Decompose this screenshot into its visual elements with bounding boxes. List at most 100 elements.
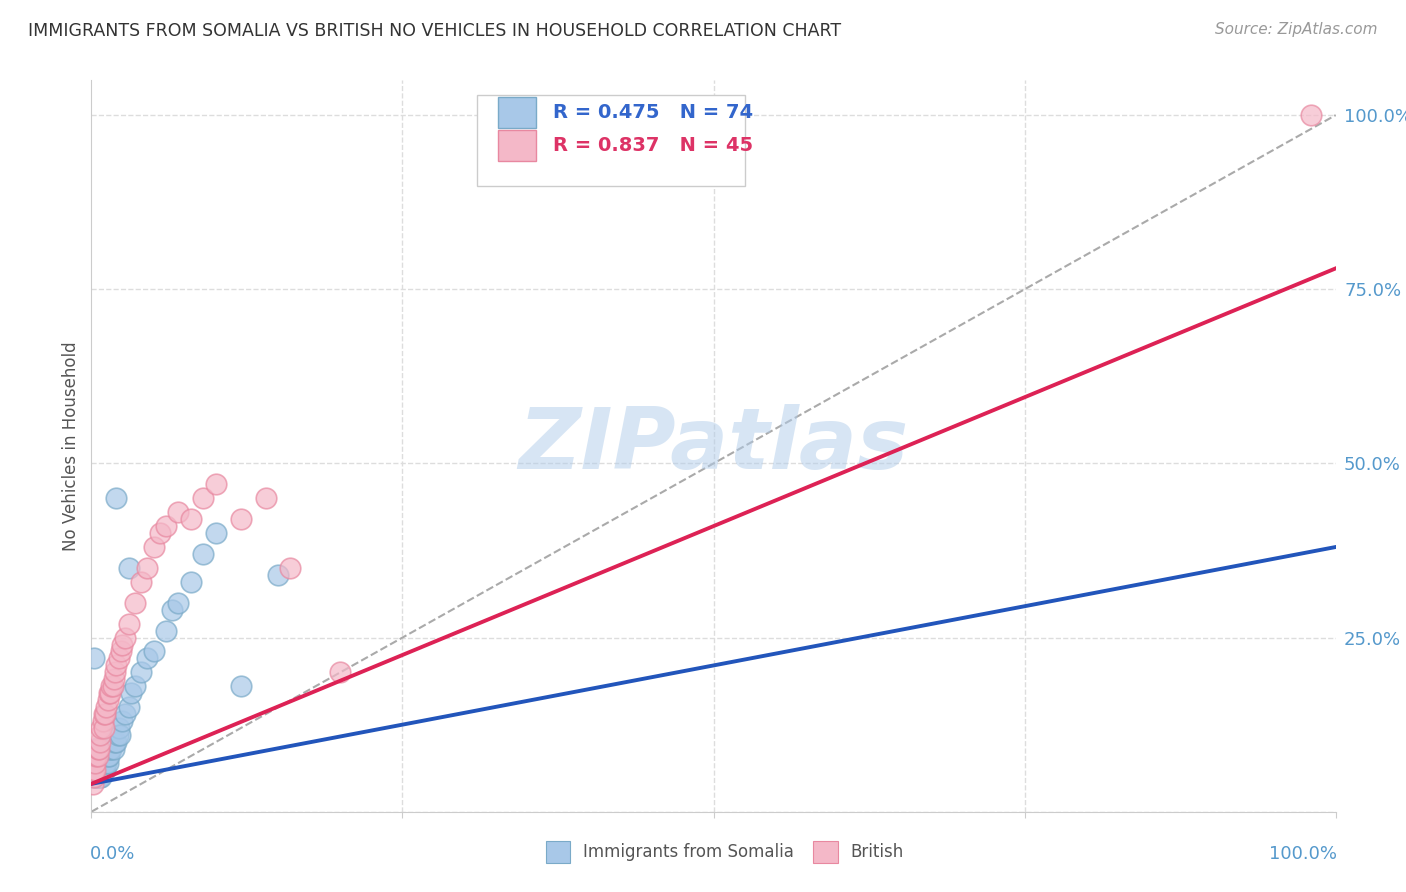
FancyBboxPatch shape	[498, 130, 536, 161]
Point	[93, 707, 115, 722]
Point	[97, 686, 120, 700]
Y-axis label: No Vehicles in Household: No Vehicles in Household	[62, 341, 80, 551]
Point	[86, 756, 108, 770]
Point	[97, 756, 120, 770]
Point	[91, 756, 114, 770]
Point	[1299, 108, 1322, 122]
Point	[96, 749, 118, 764]
Point	[84, 742, 107, 756]
Point	[105, 658, 128, 673]
Point	[101, 735, 124, 749]
Point	[83, 756, 105, 770]
Point	[83, 749, 105, 764]
FancyBboxPatch shape	[813, 841, 838, 863]
Point	[89, 770, 111, 784]
Point	[86, 749, 108, 764]
Point	[193, 491, 215, 506]
Point	[93, 763, 115, 777]
FancyBboxPatch shape	[498, 97, 536, 128]
Point	[101, 679, 124, 693]
Point	[84, 756, 107, 770]
Point	[267, 567, 290, 582]
Point	[89, 749, 111, 764]
Point	[97, 749, 120, 764]
Point	[103, 742, 125, 756]
Point	[94, 763, 117, 777]
Text: 100.0%: 100.0%	[1270, 845, 1337, 863]
Text: Source: ZipAtlas.com: Source: ZipAtlas.com	[1215, 22, 1378, 37]
Point	[193, 547, 215, 561]
Point	[329, 665, 352, 680]
Point	[120, 686, 142, 700]
Point	[87, 763, 110, 777]
Point	[84, 756, 107, 770]
Point	[136, 651, 159, 665]
Text: British: British	[851, 843, 904, 861]
Text: R = 0.475   N = 74: R = 0.475 N = 74	[553, 103, 754, 122]
Point	[90, 770, 112, 784]
Point	[96, 756, 118, 770]
Point	[118, 700, 141, 714]
Point	[86, 742, 108, 756]
Point	[129, 665, 152, 680]
Point	[104, 735, 127, 749]
Point	[86, 742, 108, 756]
Point	[162, 603, 184, 617]
FancyBboxPatch shape	[546, 841, 571, 863]
Text: 0.0%: 0.0%	[90, 845, 135, 863]
Point	[82, 756, 104, 770]
Point	[105, 491, 128, 506]
Point	[107, 728, 129, 742]
Point	[82, 749, 104, 764]
Point	[82, 777, 104, 791]
Point	[229, 679, 252, 693]
Point	[229, 512, 252, 526]
Point	[142, 644, 165, 658]
Point	[82, 763, 104, 777]
Point	[96, 700, 118, 714]
Point	[180, 574, 202, 589]
Point	[86, 763, 108, 777]
Point	[83, 770, 105, 784]
Text: Immigrants from Somalia: Immigrants from Somalia	[583, 843, 794, 861]
Point	[167, 505, 190, 519]
Point	[108, 728, 131, 742]
Point	[98, 742, 121, 756]
Point	[111, 638, 134, 652]
Point	[84, 763, 107, 777]
Point	[118, 561, 141, 575]
Point	[205, 477, 228, 491]
Point	[94, 707, 117, 722]
Point	[89, 756, 111, 770]
Point	[98, 686, 121, 700]
Point	[107, 721, 129, 735]
Point	[84, 749, 107, 764]
Point	[100, 742, 122, 756]
Point	[83, 742, 105, 756]
Point	[86, 763, 108, 777]
Point	[114, 631, 136, 645]
Point	[180, 512, 202, 526]
Point	[86, 749, 108, 764]
Text: R = 0.837   N = 45: R = 0.837 N = 45	[553, 136, 754, 155]
Point	[136, 561, 159, 575]
Point	[89, 763, 111, 777]
Point	[118, 616, 141, 631]
Point	[205, 526, 228, 541]
Point	[86, 770, 108, 784]
Point	[89, 735, 111, 749]
Point	[149, 526, 172, 541]
Point	[90, 763, 112, 777]
Point	[254, 491, 277, 506]
Point	[83, 763, 105, 777]
Point	[111, 714, 134, 728]
Point	[91, 763, 114, 777]
Point	[97, 693, 120, 707]
Point	[114, 707, 136, 722]
Point	[87, 749, 110, 764]
Point	[86, 756, 108, 770]
Point	[90, 721, 112, 735]
Point	[84, 770, 107, 784]
Point	[93, 756, 115, 770]
Point	[167, 596, 190, 610]
